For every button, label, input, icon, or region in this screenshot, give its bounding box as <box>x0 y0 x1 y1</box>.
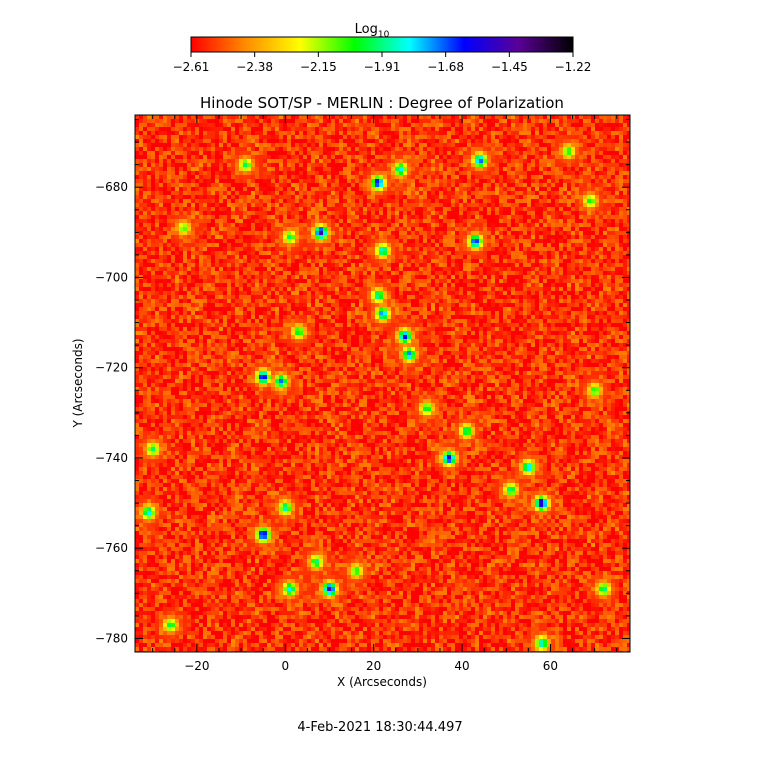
x-tick-label: 40 <box>454 659 469 673</box>
y-tick-label: −740 <box>95 451 128 465</box>
colorbar-tick-label: −1.45 <box>491 60 528 74</box>
chart-title: Hinode SOT/SP - MERLIN : Degree of Polar… <box>200 94 564 112</box>
colorbar-tick-label: −1.91 <box>364 60 401 74</box>
colorbar-tick-label: −2.38 <box>236 60 273 74</box>
x-tick-label: −20 <box>184 659 209 673</box>
y-tick-label: −700 <box>95 270 128 284</box>
y-tick-label: −780 <box>95 631 128 645</box>
colorbar: Log10 −2.61 −2.38 −2.15 −1.91 −1.68 −1.45 −1.2… <box>173 22 592 74</box>
colorbar-gradient <box>190 36 574 53</box>
plot-frame <box>134 114 631 653</box>
heatmap-image <box>135 115 630 652</box>
colorbar-ticks: −2.61 −2.38 −2.15 −1.91 −1.68 −1.45 −1.22 <box>173 52 592 74</box>
x-tick-label: 20 <box>366 659 381 673</box>
y-tick-label: −760 <box>95 541 128 555</box>
colorbar-tick-label: −2.61 <box>173 60 210 74</box>
y-axis-label: Y (Arcseconds) <box>71 338 85 428</box>
colorbar-label: Log10 <box>355 22 390 40</box>
timestamp: 4-Feb-2021 18:30:44.497 <box>297 720 462 735</box>
y-axis-ticks: −680 −700 −720 −740 −760 −780 <box>95 119 630 645</box>
y-tick-label: −680 <box>95 180 128 194</box>
x-axis-label: X (Arcseconds) <box>337 675 427 689</box>
colorbar-tick-label: −1.22 <box>555 60 592 74</box>
x-tick-label: 60 <box>543 659 558 673</box>
x-tick-label: 0 <box>281 659 289 673</box>
x-axis-ticks: −20 0 20 40 60 <box>152 115 618 673</box>
colorbar-tick-label: −1.68 <box>427 60 464 74</box>
colorbar-tick-label: −2.15 <box>300 60 337 74</box>
y-tick-label: −720 <box>95 361 128 375</box>
